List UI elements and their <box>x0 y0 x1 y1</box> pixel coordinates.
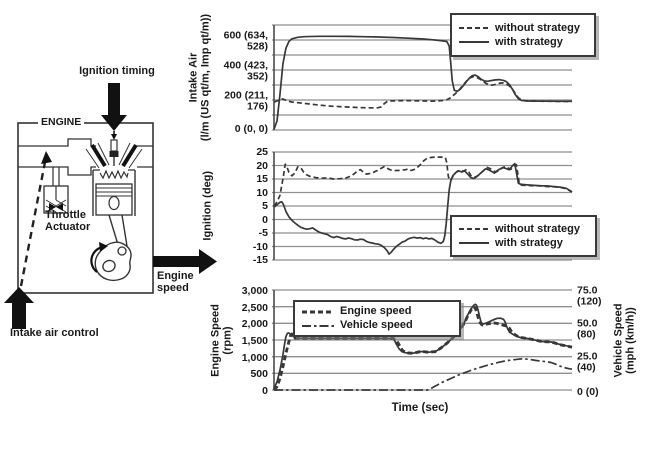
rpm-ytick-1000: 1,000 <box>241 351 268 364</box>
engine-speed-swatch <box>302 310 334 313</box>
speed-plot <box>272 289 573 391</box>
throttle-channel <box>52 167 60 186</box>
intake-ytick-400: 400 (423, 352) <box>223 59 268 82</box>
combustion-spark <box>99 169 129 180</box>
intake-control-dashed-arrow <box>19 151 52 287</box>
manifold-upper-line <box>18 138 153 147</box>
engine-schematic-diagram <box>4 83 217 329</box>
crankshaft <box>90 241 132 282</box>
mph-ytick-50: 50.0 (80) <box>577 317 598 340</box>
legend-row: with strategy <box>458 36 588 49</box>
intake-ytick-0: 0 (0, 0) <box>234 122 268 135</box>
ignition-ytick-neg15: -15 <box>252 253 268 266</box>
ignition-ytick-25: 25 <box>256 145 268 158</box>
ignition-timing-arrow <box>101 83 127 140</box>
legend-row: with strategy <box>458 237 589 250</box>
rpm-ytick-3000: 3,000 <box>241 284 268 297</box>
cylinder-head <box>85 139 143 180</box>
intake-air-control-label: Intake air control <box>10 327 99 339</box>
throttle-actuator-symbol <box>43 185 69 214</box>
ignition-ytick-10: 10 <box>256 186 268 199</box>
with-strategy-swatch <box>459 41 489 43</box>
speed-legend: Engine speed Vehicle speed <box>293 300 461 337</box>
ignition-ytick-neg10: -10 <box>252 240 268 253</box>
mph-ytick-25: 25.0 (40) <box>577 350 598 373</box>
without-strategy-swatch <box>459 228 489 230</box>
rpm-ytick-0: 0 <box>262 384 268 397</box>
rpm-ytick-1500: 1,500 <box>241 334 268 347</box>
legend-label: Vehicle speed <box>340 319 413 331</box>
time-axis-label: Time (sec) <box>391 402 449 414</box>
manifold-lower-line <box>18 166 153 176</box>
legend-label: with strategy <box>495 236 563 249</box>
legend-row: Vehicle speed <box>301 319 453 332</box>
throttle-actuator-label: Throttle Actuator <box>45 209 91 233</box>
ignition-axis-title: Ignition (deg) <box>201 170 214 241</box>
engine-box <box>17 122 154 294</box>
rpm-ytick-2000: 2,000 <box>241 318 268 331</box>
engine-speed-arrow <box>153 249 217 274</box>
intake-ytick-200: 200 (211, 176) <box>224 89 268 112</box>
intake-ytick-600: 600 (634, 528) <box>223 29 268 52</box>
rpm-ytick-500: 500 <box>250 368 268 381</box>
ignition-ytick-20: 20 <box>256 159 268 172</box>
legend-row: Engine speed <box>301 305 453 318</box>
ignition-legend: without strategy with strategy <box>450 215 597 257</box>
spark-plug <box>110 139 118 152</box>
legend-label: without strategy <box>495 21 580 34</box>
legend-label: Engine speed <box>340 305 412 317</box>
engine-label: ENGINE <box>38 116 85 129</box>
legend-label: with strategy <box>495 35 563 48</box>
legend-label: without strategy <box>495 222 580 235</box>
ignition-ytick-0: 0 <box>262 213 268 226</box>
vehicle-speed-swatch <box>302 324 334 327</box>
with-strategy-swatch <box>459 242 489 244</box>
legend-row: without strategy <box>458 223 589 236</box>
mph-ytick-75: 75.0 (120) <box>577 284 602 307</box>
piston-pin <box>108 195 120 211</box>
exhaust-valve <box>121 143 138 168</box>
ignition-ytick-15: 15 <box>256 172 268 185</box>
ignition-timing-label: Ignition timing <box>79 65 155 77</box>
ignition-ytick-neg5: -5 <box>258 226 268 239</box>
rpm-ytick-2500: 2,500 <box>241 301 268 314</box>
intake-air-legend: without strategy with strategy <box>450 13 596 57</box>
without-strategy-swatch <box>459 27 489 29</box>
ignition-ytick-5: 5 <box>262 199 268 212</box>
legend-row: without strategy <box>458 22 588 35</box>
piston-assembly <box>92 170 136 249</box>
mph-ytick-0: 0 (0) <box>577 385 599 398</box>
engine-speed-label: Engine speed <box>157 270 194 294</box>
intake-air-control-arrow <box>4 287 34 329</box>
intake-valve <box>90 143 107 168</box>
